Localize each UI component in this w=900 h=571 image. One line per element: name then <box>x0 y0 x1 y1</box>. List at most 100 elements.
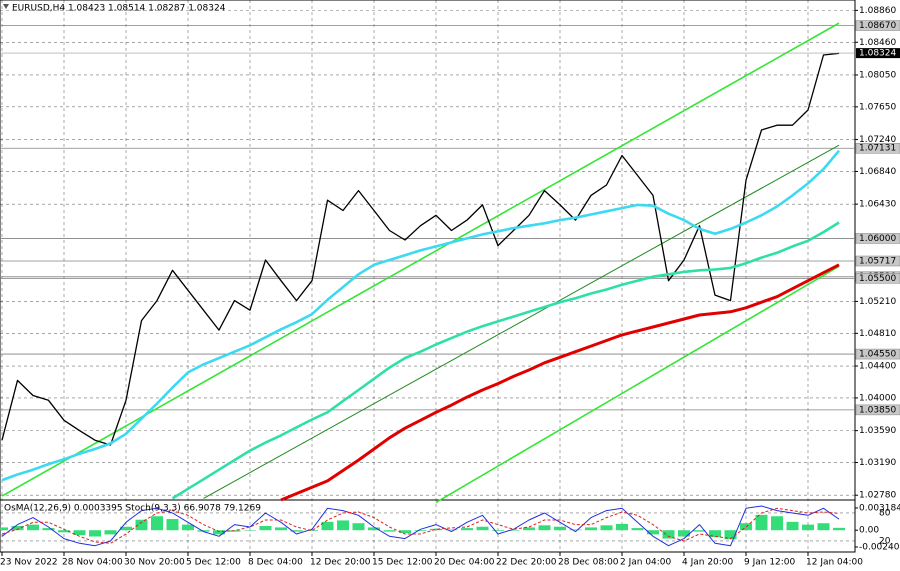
indicator-title: OsMA(12,26,9) 0.0003395 Stoch(9,3,3) 66.… <box>4 504 261 514</box>
osma-bar <box>135 519 148 531</box>
osma-bar <box>693 530 706 532</box>
chart-title: EURUSD,H4 1.08423 1.08514 1.08287 1.0832… <box>12 4 226 14</box>
y-tick-label: 1.04810 <box>859 329 896 339</box>
level-label-box <box>855 142 900 154</box>
osma-bar <box>306 530 318 531</box>
osma-bar <box>58 530 70 533</box>
y-tick-label: 1.08460 <box>859 38 896 48</box>
osma-bar <box>321 521 334 531</box>
x-tick-label: 20 Dec 04:00 <box>434 558 495 568</box>
osma-bar <box>786 521 799 531</box>
osma-bar <box>538 525 551 531</box>
level-label-box <box>855 348 900 360</box>
plot-frame <box>0 0 856 553</box>
level-label: 1.05717 <box>859 257 896 267</box>
osma-bar <box>492 530 504 531</box>
osma-bar <box>709 530 721 538</box>
series-line <box>1 52 840 446</box>
level-label-box <box>855 404 900 416</box>
osma-bar <box>89 530 101 537</box>
x-tick-label: 28 Dec 08:00 <box>558 558 619 568</box>
osma-bar <box>678 530 690 537</box>
x-tick-label: 23 Nov 2022 <box>0 558 58 568</box>
y2-tick-label: 20 <box>879 536 891 546</box>
osma-bar <box>104 530 117 535</box>
level-label: 1.05500 <box>859 274 896 284</box>
x-tick-label: 2 Jan 04:00 <box>620 558 672 568</box>
osma-bar <box>476 526 489 531</box>
osma-bar <box>569 529 582 531</box>
osma-bar <box>399 530 411 534</box>
y-tick-label: 1.06430 <box>859 200 896 210</box>
level-label: 1.07131 <box>859 144 896 154</box>
osma-bar <box>166 519 179 531</box>
x-tick-label: 22 Dec 20:00 <box>496 558 557 568</box>
osma-bar <box>120 526 132 531</box>
osma-bar <box>11 526 24 531</box>
osma-bar <box>182 524 194 531</box>
osma-bar <box>461 528 473 531</box>
y-tick-label: 1.04000 <box>859 393 896 403</box>
y-tick-label: 1.08050 <box>859 70 896 80</box>
osma-bar <box>414 530 427 531</box>
osma-bar <box>368 527 380 531</box>
osma-bar <box>275 527 287 531</box>
x-tick-label: 9 Jan 12:00 <box>744 558 796 568</box>
osma-bar <box>523 527 535 531</box>
osma-bar <box>383 530 396 532</box>
x-tick-label: 12 Jan 04:00 <box>806 558 863 568</box>
x-tick-label: 30 Nov 20:00 <box>124 558 185 568</box>
y-tick-label: 1.04400 <box>859 362 896 372</box>
series-line <box>171 221 840 500</box>
y-tick-label: 1.02780 <box>859 491 896 501</box>
osma-bar <box>244 530 256 531</box>
osma-bar <box>73 530 86 536</box>
grid <box>0 0 855 552</box>
osma-bar <box>771 516 783 531</box>
osma-bar <box>647 530 659 535</box>
level-label: 1.04550 <box>859 350 896 360</box>
osma-bar <box>600 525 613 531</box>
x-tick-label: 8 Dec 04:00 <box>248 558 303 568</box>
osma-bar <box>352 523 365 531</box>
level-label-box <box>855 233 900 244</box>
level-label-box <box>855 273 900 284</box>
x-tick-label: 4 Jan 20:00 <box>682 558 734 568</box>
osma-bar <box>42 528 55 531</box>
series-line <box>1 149 840 482</box>
osma-bar <box>554 526 566 531</box>
level-label-box <box>855 20 900 31</box>
series-line <box>1 507 840 544</box>
y-tick-label: 1.06840 <box>859 167 896 177</box>
last-price-label: 1.08324 <box>859 49 896 59</box>
trend-line <box>435 265 840 504</box>
y-tick-label: 1.03190 <box>859 458 896 468</box>
osma-bar <box>662 530 675 539</box>
symbol-icon <box>3 4 9 9</box>
osma-bar <box>631 528 644 531</box>
y-tick-label: 1.07650 <box>859 102 896 112</box>
y-tick-label: 0.003184 <box>859 503 900 513</box>
x-tick-label: 15 Dec 12:00 <box>372 558 433 568</box>
osma-bar <box>507 530 520 531</box>
x-tick-label: 5 Dec 12:00 <box>186 558 241 568</box>
osma-bar <box>197 530 210 532</box>
labels: 1.08860 1.08460 1.08050 1.07650 1.07240 1.068… <box>0 6 900 568</box>
x-tick-label: 28 Nov 04:00 <box>62 558 123 568</box>
osma-bar <box>213 530 225 535</box>
osma-bar <box>445 529 458 531</box>
y-tick-label: 1.05210 <box>859 297 896 307</box>
y-tick-label: -0.002402 <box>859 542 900 552</box>
marks <box>0 22 855 547</box>
last-price-box <box>856 48 900 59</box>
series-line <box>1 505 840 547</box>
osma-bar <box>724 530 737 540</box>
level-label-box <box>855 255 900 267</box>
level-label: 1.06000 <box>859 234 896 244</box>
osma-bar <box>151 516 163 531</box>
y-tick-label: 1.03590 <box>859 426 896 436</box>
osma-bar <box>0 527 8 531</box>
y-tick-label: 0.00 <box>859 526 879 536</box>
